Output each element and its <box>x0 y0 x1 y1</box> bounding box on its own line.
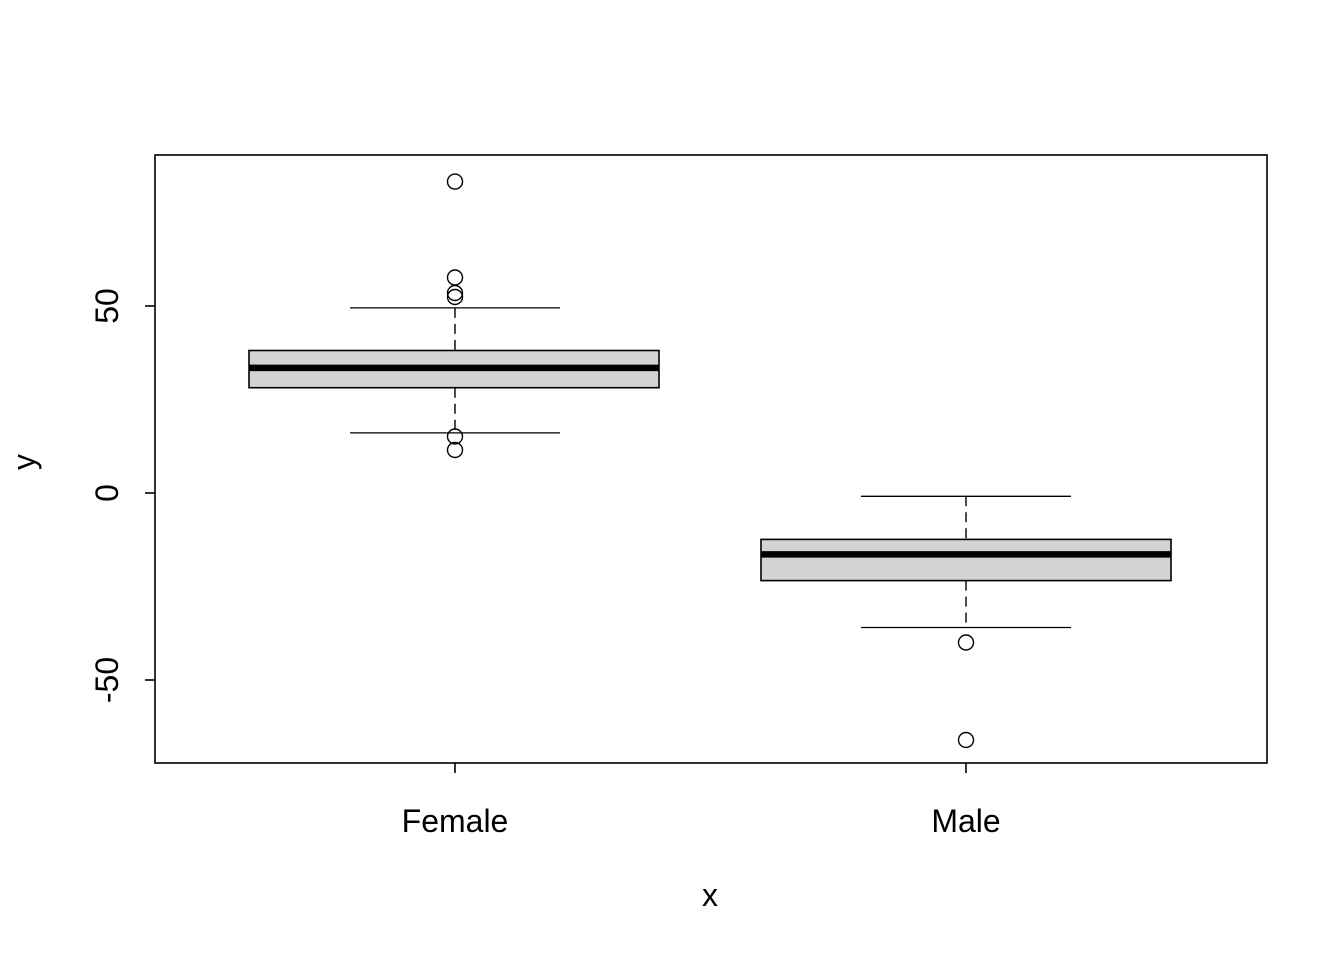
svg-text:Female: Female <box>402 803 509 839</box>
svg-text:x: x <box>702 877 718 913</box>
svg-text:y: y <box>6 454 42 470</box>
svg-text:Male: Male <box>931 803 1000 839</box>
svg-text:-50: -50 <box>89 657 125 703</box>
svg-text:50: 50 <box>89 288 125 324</box>
svg-text:0: 0 <box>89 484 125 502</box>
